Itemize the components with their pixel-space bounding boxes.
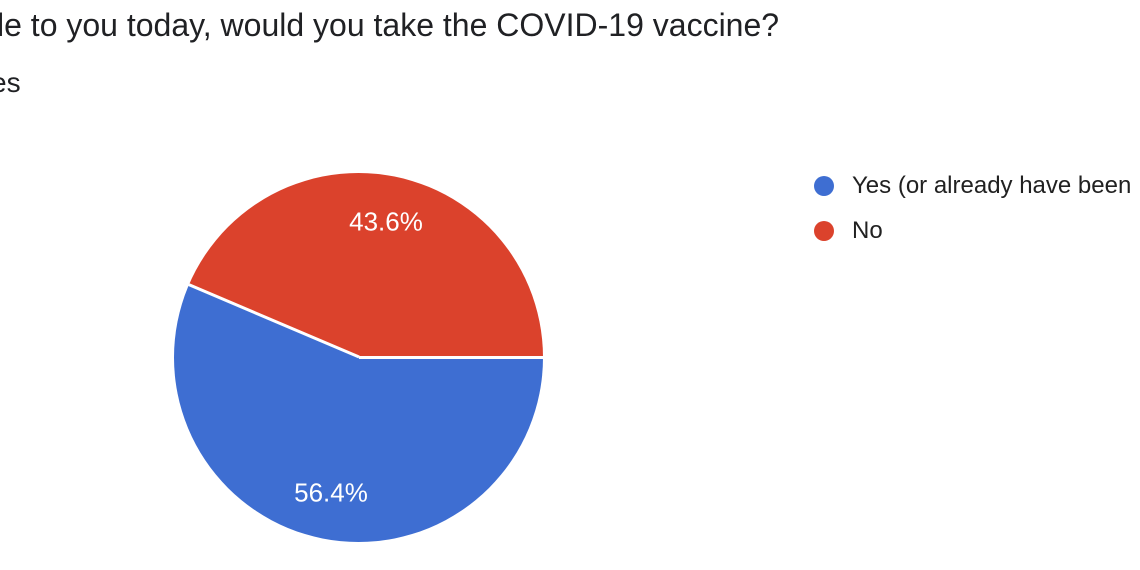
question-title: le to you today, would you take the COVI…	[0, 7, 780, 43]
slice-divider-split	[188, 284, 359, 359]
legend-item-no: No	[814, 217, 1131, 245]
slice-label-no: 43.6%	[349, 206, 423, 237]
legend-swatch-no-icon	[814, 221, 834, 241]
pie-chart: 43.6% 56.4%	[174, 173, 543, 542]
responses-count: es	[0, 67, 21, 98]
slice-divider-east	[358, 356, 543, 359]
slice-label-yes: 56.4%	[294, 477, 368, 508]
legend-swatch-yes-icon	[814, 176, 834, 196]
legend-label-no: No	[852, 217, 883, 244]
legend-item-yes: Yes (or already have been	[814, 172, 1131, 200]
legend: Yes (or already have been No	[814, 172, 1131, 245]
legend-label-yes: Yes (or already have been	[852, 172, 1132, 199]
